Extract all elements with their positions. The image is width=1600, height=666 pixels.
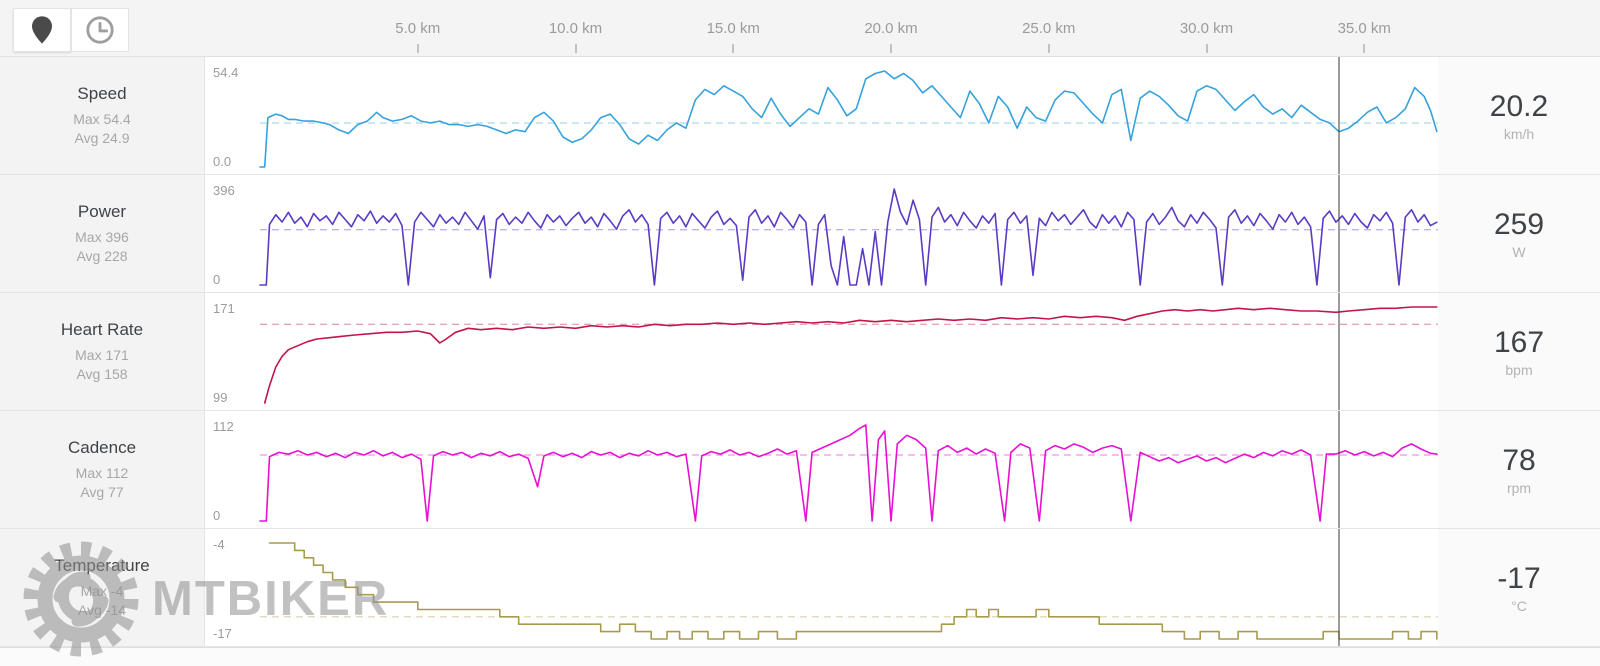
time-mode-button[interactable]	[71, 8, 129, 52]
cadence-chart[interactable]: 112 0	[205, 411, 1438, 528]
axis-tick-mark	[574, 44, 577, 53]
current-value: 259	[1493, 207, 1545, 241]
speed-label-panel: Speed Max 54.4 Avg 24.9	[0, 57, 205, 174]
power-value-panel: 259 W	[1438, 175, 1600, 292]
temperature-value-panel: -17 °C	[1438, 529, 1600, 646]
axis-tick-label: 25.0 km	[1022, 20, 1076, 37]
location-pin-icon	[32, 16, 52, 44]
x-axis-mode-toggle	[13, 8, 129, 52]
y-axis-min-label: 0	[213, 272, 221, 287]
series-line	[259, 424, 1438, 522]
metric-max: Max 171	[75, 346, 129, 363]
speed-value-panel: 20.2 km/h	[1438, 57, 1600, 174]
y-axis-max-label: 396	[213, 183, 235, 198]
metric-avg: Avg 77	[80, 483, 124, 500]
series-line	[268, 542, 1438, 640]
metric-max: Max 396	[75, 228, 129, 245]
metric-avg: Avg 24.9	[74, 129, 130, 146]
temperature-label-panel: Temperature Max -4 Avg -14	[0, 529, 205, 646]
current-unit: °C	[1511, 597, 1527, 614]
clock-icon	[86, 16, 114, 44]
heart-rate-label-panel: Heart Rate Max 171 Avg 158	[0, 293, 205, 410]
current-unit: bpm	[1505, 361, 1533, 378]
axis-tick-label: 5.0 km	[395, 20, 441, 37]
axis-tick-label: 15.0 km	[706, 20, 760, 37]
axis-tick-mark	[890, 44, 892, 53]
metric-title: Speed	[77, 83, 127, 103]
y-axis-min-label: 0.0	[213, 154, 232, 169]
bottom-divider	[0, 647, 1600, 666]
power-label-panel: Power Max 396 Avg 228	[0, 175, 205, 292]
temperature-chart[interactable]: -4 -17	[205, 529, 1438, 646]
metric-max: Max 112	[75, 464, 129, 481]
metric-avg: Avg -14	[78, 601, 126, 618]
metric-max: Max -4	[80, 582, 124, 599]
current-value: 167	[1493, 325, 1545, 359]
axis-tick-label: 10.0 km	[548, 20, 603, 37]
axis-tick-label: 20.0 km	[864, 20, 918, 37]
axis-tick-mark	[1205, 44, 1208, 53]
heart-rate-chart[interactable]: 171 99	[205, 293, 1438, 410]
metric-title: Power	[77, 201, 127, 221]
series-line	[259, 70, 1438, 168]
axis-tick-mark	[732, 44, 735, 53]
current-unit: km/h	[1503, 125, 1535, 142]
y-axis-min-label: 0	[213, 508, 221, 523]
metric-row-speed: Speed Max 54.4 Avg 24.9 54.4 0.0 20.2 km…	[0, 57, 1600, 175]
metric-row-power: Power Max 396 Avg 228 396 0 259 W	[0, 175, 1600, 293]
y-axis-min-label: -17	[213, 626, 232, 641]
y-axis-max-label: 112	[213, 419, 234, 434]
heart-rate-value-panel: 167 bpm	[1438, 293, 1600, 410]
series-line	[259, 188, 1438, 286]
y-axis-min-label: 99	[213, 390, 228, 405]
metric-title: Cadence	[67, 437, 137, 457]
metric-row-temperature: Temperature Max -4 Avg -14 -4 -17 -17 °C	[0, 529, 1600, 647]
current-unit: W	[1512, 243, 1526, 260]
cadence-value-panel: 78 rpm	[1438, 411, 1600, 528]
y-axis-max-label: 171	[213, 301, 235, 316]
distance-axis: 5.0 km 10.0 km 15.0 km 20.0 km 25.0 km 30.0 k…	[205, 0, 1438, 57]
current-value: 20.2	[1489, 89, 1549, 123]
axis-tick-mark	[1047, 44, 1050, 53]
power-chart[interactable]: 396 0	[205, 175, 1438, 292]
current-value: -17	[1497, 561, 1541, 595]
y-axis-max-label: -4	[213, 537, 225, 552]
metric-max: Max 54.4	[73, 110, 131, 127]
chart-header: 5.0 km 10.0 km 15.0 km 20.0 km 25.0 km 30.0 k…	[0, 0, 1600, 57]
metric-title: Heart Rate	[60, 319, 144, 339]
cadence-label-panel: Cadence Max 112 Avg 77	[0, 411, 205, 528]
axis-tick-label: 30.0 km	[1179, 20, 1234, 37]
cadence-line-chart	[259, 411, 1438, 528]
metric-row-heart-rate: Heart Rate Max 171 Avg 158 171 99 167 bp…	[0, 293, 1600, 411]
metric-row-cadence: Cadence Max 112 Avg 77 112 0 78 rpm	[0, 411, 1600, 529]
distance-mode-button[interactable]	[13, 8, 71, 52]
heart-rate-line-chart	[260, 293, 1438, 410]
axis-tick-mark	[1363, 44, 1366, 53]
power-line-chart	[259, 175, 1438, 292]
metric-title: Temperature	[54, 555, 150, 575]
speed-chart[interactable]: 54.4 0.0	[205, 57, 1438, 174]
speed-line-chart	[259, 57, 1438, 174]
y-axis-max-label: 54.4	[213, 65, 239, 80]
metric-avg: Avg 158	[76, 365, 128, 382]
metric-avg: Avg 228	[76, 247, 128, 264]
current-unit: rpm	[1506, 479, 1532, 496]
current-value: 78	[1502, 443, 1536, 477]
axis-tick-label: 35.0 km	[1337, 20, 1391, 37]
metric-rows: Speed Max 54.4 Avg 24.9 54.4 0.0 20.2 km…	[0, 57, 1600, 647]
temperature-line-chart	[260, 529, 1438, 646]
axis-tick-mark	[416, 44, 419, 53]
series-line	[263, 306, 1438, 404]
